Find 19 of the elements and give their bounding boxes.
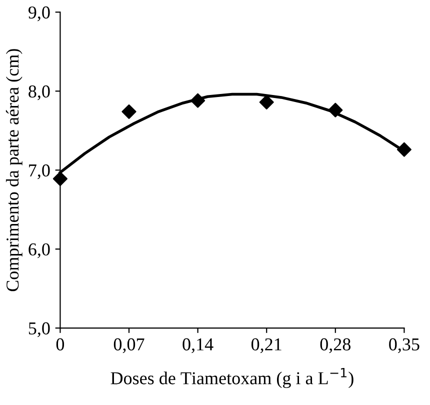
x-tick-label: 0,14 — [182, 338, 214, 354]
y-tick-label: 7,0 — [29, 164, 50, 180]
y-tick-label: 8,0 — [28, 85, 50, 100]
x-tick-label: 0,07 — [114, 338, 144, 354]
point — [328, 102, 343, 118]
x-tick-label: 0,28 — [320, 338, 351, 354]
x-axis-title: Doses de Tiametoxam (g i a L$^{−1}$) — [110, 368, 354, 388]
point — [52, 172, 68, 186]
point — [190, 93, 206, 108]
y-tick-label: 6,0 — [28, 243, 50, 258]
x-tick-label: 0,35 — [389, 338, 420, 354]
y-tick-label: 9,0 — [28, 6, 50, 22]
point — [122, 104, 136, 119]
x-tick-label: 0,21 — [251, 338, 282, 354]
y-axis-title: Comprimento da parte aérea (cm) — [6, 49, 22, 292]
y-tick-label: 5,0 — [28, 322, 50, 338]
point — [259, 94, 274, 110]
x-tick-label: 0 — [56, 338, 64, 350]
point — [396, 142, 412, 157]
